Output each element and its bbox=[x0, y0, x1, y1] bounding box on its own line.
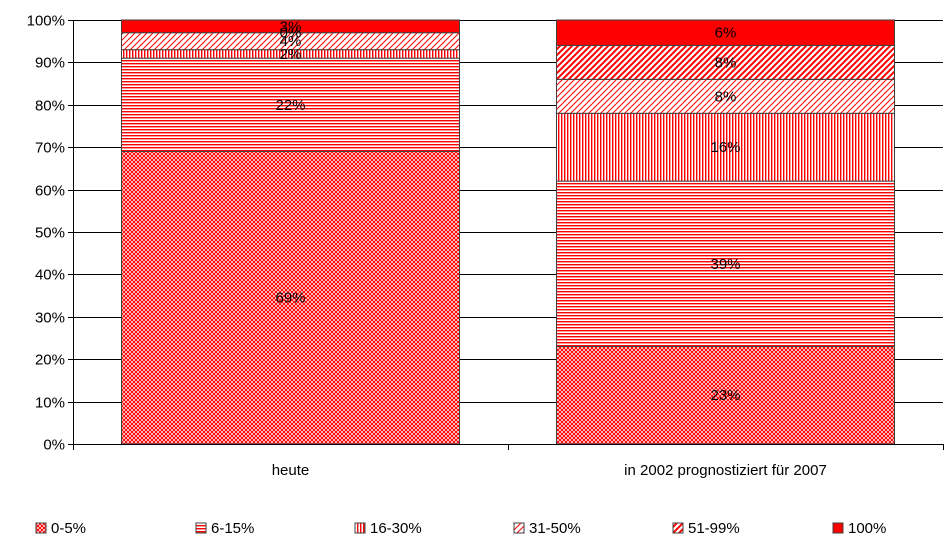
y-tick-label: 40% bbox=[35, 267, 65, 284]
bar-segment bbox=[556, 180, 895, 347]
data-label: 16% bbox=[710, 139, 740, 156]
bar-segment bbox=[121, 57, 460, 152]
data-label: 23% bbox=[710, 387, 740, 404]
data-label: 4% bbox=[280, 33, 302, 50]
x-tick-label: heute bbox=[272, 462, 310, 479]
legend-label: 100% bbox=[848, 520, 886, 537]
bar-segment bbox=[556, 44, 895, 80]
bar-segment bbox=[121, 19, 460, 34]
legend-swatch bbox=[832, 522, 844, 534]
y-tick-label: 100% bbox=[27, 13, 65, 30]
data-label: 39% bbox=[710, 256, 740, 273]
legend-swatch bbox=[513, 522, 525, 534]
bar-segment bbox=[121, 150, 460, 445]
y-tick-label: 0% bbox=[43, 437, 65, 454]
legend-swatch bbox=[195, 522, 207, 534]
bar-segment bbox=[556, 19, 895, 46]
y-tick-label: 60% bbox=[35, 183, 65, 200]
y-tick-label: 80% bbox=[35, 98, 65, 115]
legend-label: 31-50% bbox=[529, 520, 581, 537]
legend-label: 6-15% bbox=[211, 520, 254, 537]
legend-label: 51-99% bbox=[688, 520, 740, 537]
legend-swatch bbox=[354, 522, 366, 534]
y-tick-label: 10% bbox=[35, 395, 65, 412]
y-tick-label: 30% bbox=[35, 310, 65, 327]
y-tick-label: 50% bbox=[35, 225, 65, 242]
y-tick-label: 70% bbox=[35, 140, 65, 157]
data-label: 69% bbox=[275, 290, 305, 307]
y-tick-label: 20% bbox=[35, 352, 65, 369]
legend-label: 0-5% bbox=[51, 520, 86, 537]
data-label: 22% bbox=[275, 97, 305, 114]
bar-segment bbox=[556, 78, 895, 114]
legend-label: 16-30% bbox=[370, 520, 422, 537]
data-label: 0% bbox=[280, 25, 302, 42]
data-label: 8% bbox=[715, 54, 737, 71]
y-tick-label: 90% bbox=[35, 55, 65, 72]
data-label: 3% bbox=[280, 18, 302, 35]
data-label: 6% bbox=[715, 25, 737, 42]
x-tick-label: in 2002 prognostiziert für 2007 bbox=[624, 462, 827, 479]
data-label: 2% bbox=[280, 46, 302, 63]
legend-swatch bbox=[35, 522, 47, 534]
data-label: 8% bbox=[715, 88, 737, 105]
legend-swatch bbox=[672, 522, 684, 534]
